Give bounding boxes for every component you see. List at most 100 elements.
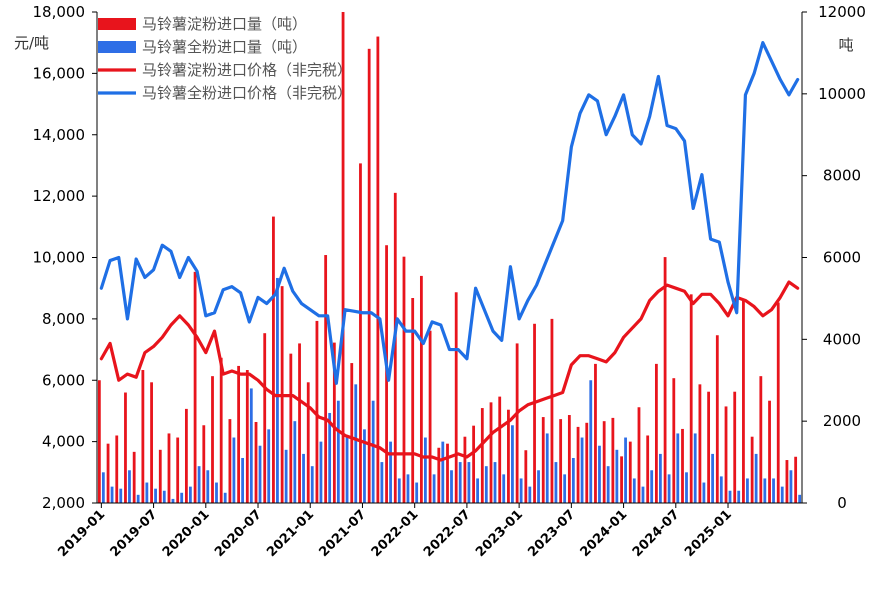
starch-import-price-line [99,280,800,462]
starch-import-volume-bar [176,437,180,503]
flour-import-volume-bar [441,441,445,504]
starch-import-volume-bar [263,333,267,503]
left-axis-tick-label: 4,000 [42,433,85,451]
flour-import-volume-bar [276,277,279,503]
right-axis-unit: 吨 [838,36,853,54]
left-axis-tick-label: 16,000 [33,64,86,82]
legend-label: 马铃薯淀粉进口量（吨） [142,15,307,33]
flour-import-volume-bar [545,433,549,503]
starch-import-volume-bar [541,417,545,503]
starch-import-volume-bar [132,451,136,503]
x-axis-tick-label: 2022-07 [421,507,474,560]
starch-import-volume-bar [698,384,702,503]
starch-import-volume-bar [245,370,249,503]
flour-import-volume-bar [641,486,645,503]
right-axis-tick-label: 4000 [823,330,861,348]
legend-label: 马铃薯全粉进口价格（非完税） [142,84,352,102]
starch-import-volume-bar [733,391,737,503]
starch-import-volume-bar [324,255,328,503]
flour-import-price-line [99,41,800,385]
flour-import-volume-bar [110,486,114,503]
flour-import-volume-bar [319,441,323,504]
flour-import-volume-bar [363,429,366,503]
flour-import-volume-bar [450,470,453,503]
starch-import-volume-bar [785,460,789,503]
flour-import-volume-bar [650,470,654,503]
starch-import-volume-bar [602,421,606,503]
starch-import-volume-bar [254,421,258,503]
flour-import-volume-bar [136,494,140,503]
flour-import-volume-bar [171,498,175,503]
legend-swatch-bar [98,41,136,53]
x-axis-tick-label: 2019-01 [55,507,108,560]
starch-import-volume-bar [533,323,536,503]
legend-label: 马铃薯全粉进口量（吨） [142,38,307,56]
starch-import-volume-bar [759,376,763,503]
starch-import-volume-bar [454,292,458,503]
starch-import-volume-bar [150,382,153,503]
starch-import-volume-bar [167,433,171,503]
starch-import-volume-bar [681,428,684,503]
left-axis-tick-label: 6,000 [42,371,85,389]
flour-import-volume-bar [667,474,671,503]
x-axis-tick-label: 2020-07 [212,507,265,560]
left-axis-unit: 元/吨 [14,34,49,52]
starch-import-volume-bar [437,447,441,503]
flour-import-volume-bar [789,470,793,503]
flour-import-volume-bar [215,482,218,503]
flour-import-volume-bar [537,470,540,503]
flour-import-volume-bar [519,478,523,503]
left-axis-tick-label: 12,000 [33,187,86,205]
flour-import-volume-bar [589,380,593,503]
x-axis-tick-label: 2023-07 [525,507,578,560]
starch-import-volume-bar [576,426,580,503]
flour-import-volume-bar [580,437,584,503]
starch-import-volume-bar [158,449,162,503]
flour-import-volume-bar [702,482,706,503]
starch-import-volume-bar [794,456,798,503]
x-axis-tick-label: 2021-01 [264,507,317,560]
starch-import-volume-bar [141,370,145,503]
starch-import-volume-bar [115,435,119,503]
flour-import-volume-bar [719,476,723,503]
starch-import-volume-bar [289,353,293,503]
flour-import-volume-bar [119,488,123,503]
starch-import-volume-bar [411,298,415,503]
starch-import-volume-bar [306,382,310,503]
left-axis-tick-label: 2,000 [42,494,85,512]
flour-import-volume-bar [693,433,697,503]
starch-import-volume-bar [594,363,597,503]
flour-import-volume-bar [415,482,419,503]
starch-import-volume-bar [550,318,554,504]
starch-import-volume-bar [298,343,301,503]
flour-import-volume-bar [188,486,192,503]
starch-import-volume-bar [663,257,667,503]
flour-import-volume-bar [154,488,157,503]
flour-import-volume-bar [354,384,358,503]
starch-import-volume-bar [315,320,319,503]
starch-import-volume-bar [750,436,754,503]
starch-import-volume-bar [507,409,510,503]
starch-import-volume-bar [376,36,380,504]
flour-import-volume-bar [310,466,314,503]
flour-import-volume-bar [711,453,715,503]
flour-import-volume-bar [249,388,253,503]
flour-import-volume-bar [632,478,636,503]
starch-import-volume-bar [419,275,423,503]
starch-import-volume-bar [106,443,110,503]
flour-import-volume-bar [145,482,149,503]
x-axis-tick-label: 2021-07 [316,507,369,560]
flour-import-volume-bar [162,490,166,503]
starch-import-volume-bar [707,391,711,503]
right-axis-tick-label: 10000 [818,85,866,103]
starch-import-volume-bar [611,417,615,503]
flour-import-volume-bar [302,453,305,503]
starch-import-volume-bar [489,402,493,503]
right-axis-tick-label: 0 [837,494,847,512]
starch-import-volume-bar [559,419,563,503]
flour-import-volume-bar [432,474,436,503]
flour-import-volume-bar [676,433,680,503]
x-axis-tick-label: 2025-01 [682,507,735,560]
left-axis-tick-label: 8,000 [42,310,85,328]
starch-import-volume-bar [184,408,188,503]
